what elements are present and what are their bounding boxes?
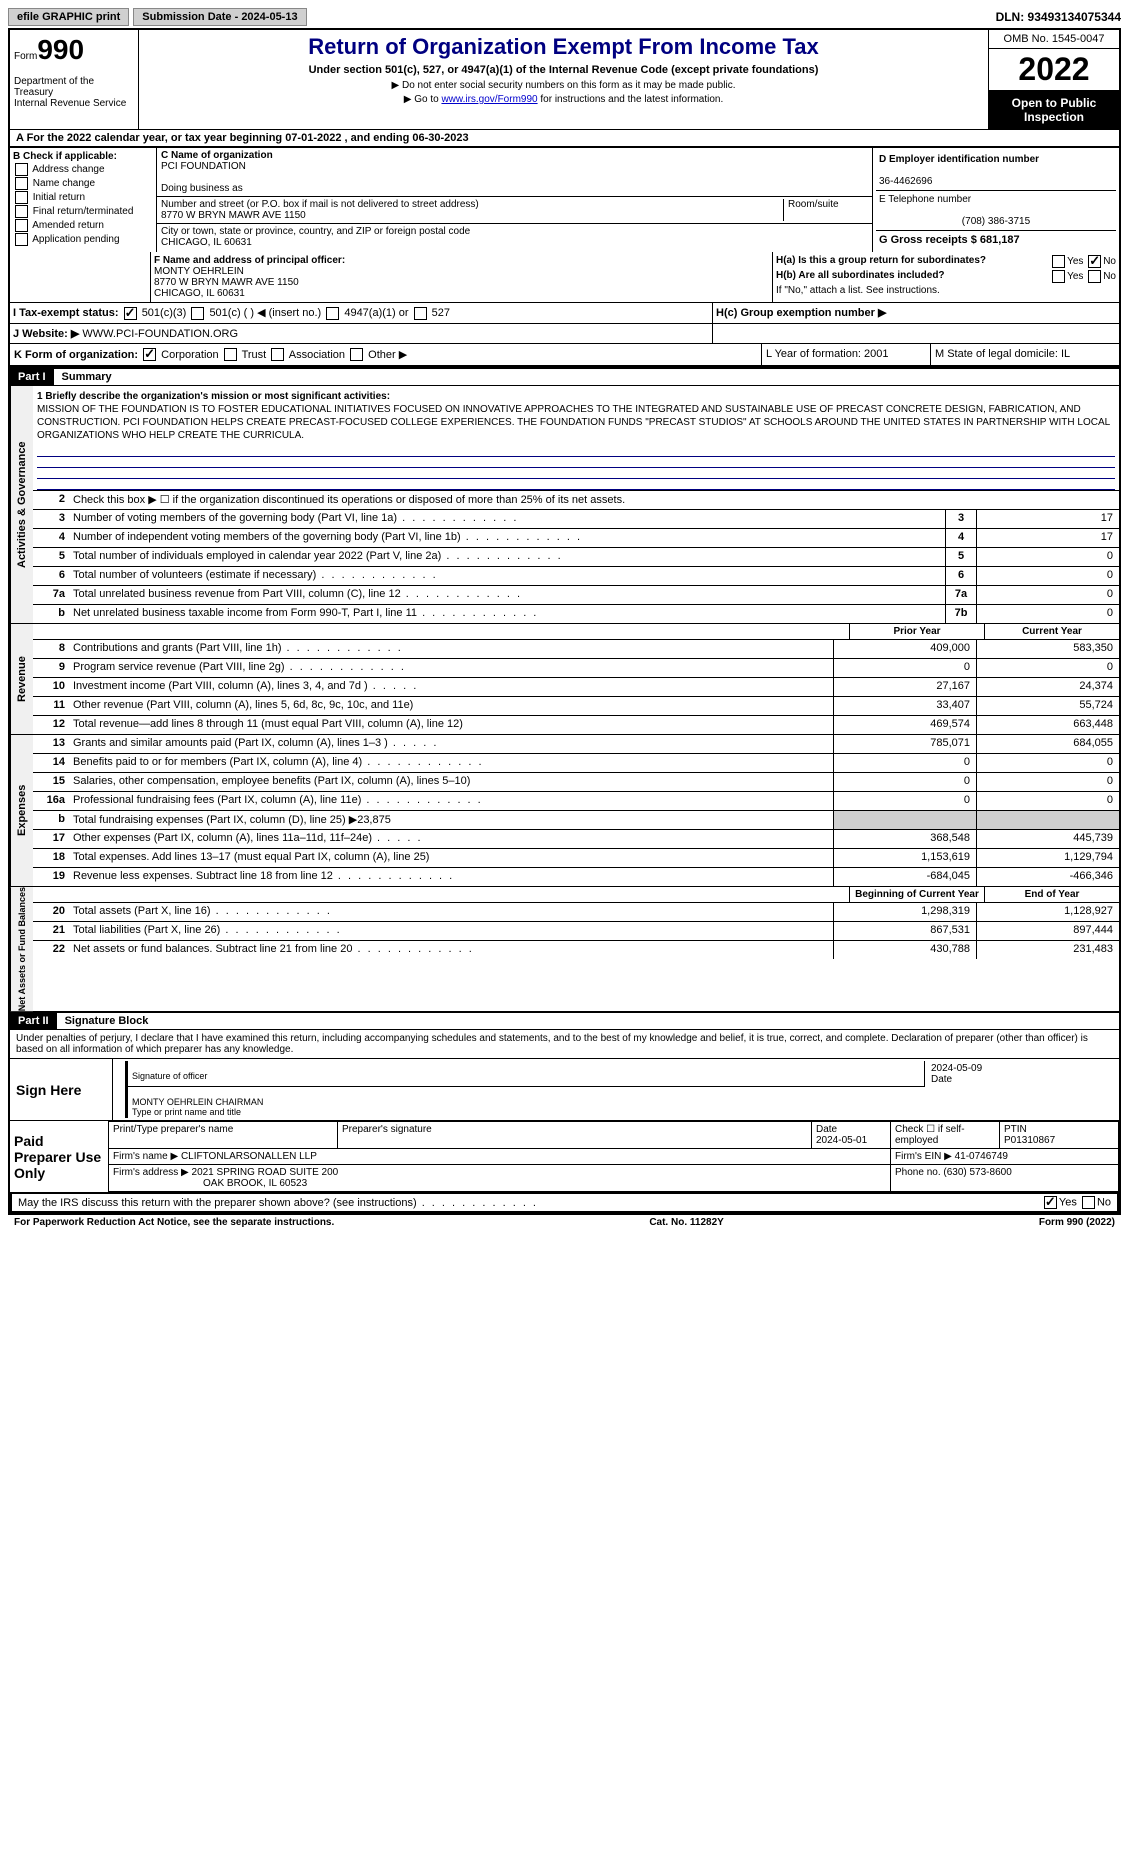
treasury: Department of the Treasury <box>14 76 134 98</box>
title: Return of Organization Exempt From Incom… <box>143 34 984 60</box>
form-header: Form990 Department of the Treasury Inter… <box>8 28 1121 129</box>
row-k: K Form of organization: Corporation Trus… <box>10 344 762 366</box>
omb: OMB No. 1545-0047 <box>989 30 1119 49</box>
submission-btn[interactable]: Submission Date - 2024-05-13 <box>133 8 306 26</box>
dln: DLN: 93493134075344 <box>996 10 1121 24</box>
row-i: I Tax-exempt status: 501(c)(3) 501(c) ( … <box>10 303 713 323</box>
ssn-note: ▶ Do not enter social security numbers o… <box>143 80 984 91</box>
tax-year: 2022 <box>989 49 1119 91</box>
row-m: M State of legal domicile: IL <box>931 344 1119 366</box>
side-revenue: Revenue <box>10 624 33 734</box>
irs-link[interactable]: www.irs.gov/Form990 <box>441 94 537 105</box>
top-bar: efile GRAPHIC print Submission Date - 20… <box>8 8 1121 26</box>
efile-btn[interactable]: efile GRAPHIC print <box>8 8 129 26</box>
row-l: L Year of formation: 2001 <box>762 344 931 366</box>
col-b: B Check if applicable: Address change Na… <box>10 148 157 252</box>
goto-note: ▶ Go to www.irs.gov/Form990 for instruct… <box>143 94 984 105</box>
form-number: Form990 <box>14 34 134 66</box>
row-a: A For the 2022 calendar year, or tax yea… <box>8 129 1121 148</box>
discuss-row: May the IRS discuss this return with the… <box>10 1193 1119 1213</box>
col-c: C Name of organization PCI FOUNDATION Do… <box>157 148 872 252</box>
side-governance: Activities & Governance <box>10 386 33 623</box>
irs: Internal Revenue Service <box>14 98 134 109</box>
side-net: Net Assets or Fund Balances <box>10 887 33 1011</box>
part1-header: Part I Summary <box>8 367 1121 386</box>
footer: For Paperwork Reduction Act Notice, see … <box>8 1215 1121 1230</box>
col-d: D Employer identification number36-44626… <box>872 148 1119 252</box>
col-h: H(a) Is this a group return for subordin… <box>773 252 1119 302</box>
side-expenses: Expenses <box>10 735 33 886</box>
open-public: Open to Public Inspection <box>989 91 1119 129</box>
signature-block: Under penalties of perjury, I declare th… <box>8 1030 1121 1215</box>
subtitle: Under section 501(c), 527, or 4947(a)(1)… <box>143 64 984 76</box>
line-1: 1 Briefly describe the organization's mi… <box>33 386 1119 446</box>
col-f: F Name and address of principal officer:… <box>151 252 773 302</box>
part2-header: Part II Signature Block <box>8 1013 1121 1030</box>
row-j: J Website: ▶ WWW.PCI-FOUNDATION.ORG <box>10 324 713 343</box>
row-hc: H(c) Group exemption number ▶ <box>713 303 1119 323</box>
